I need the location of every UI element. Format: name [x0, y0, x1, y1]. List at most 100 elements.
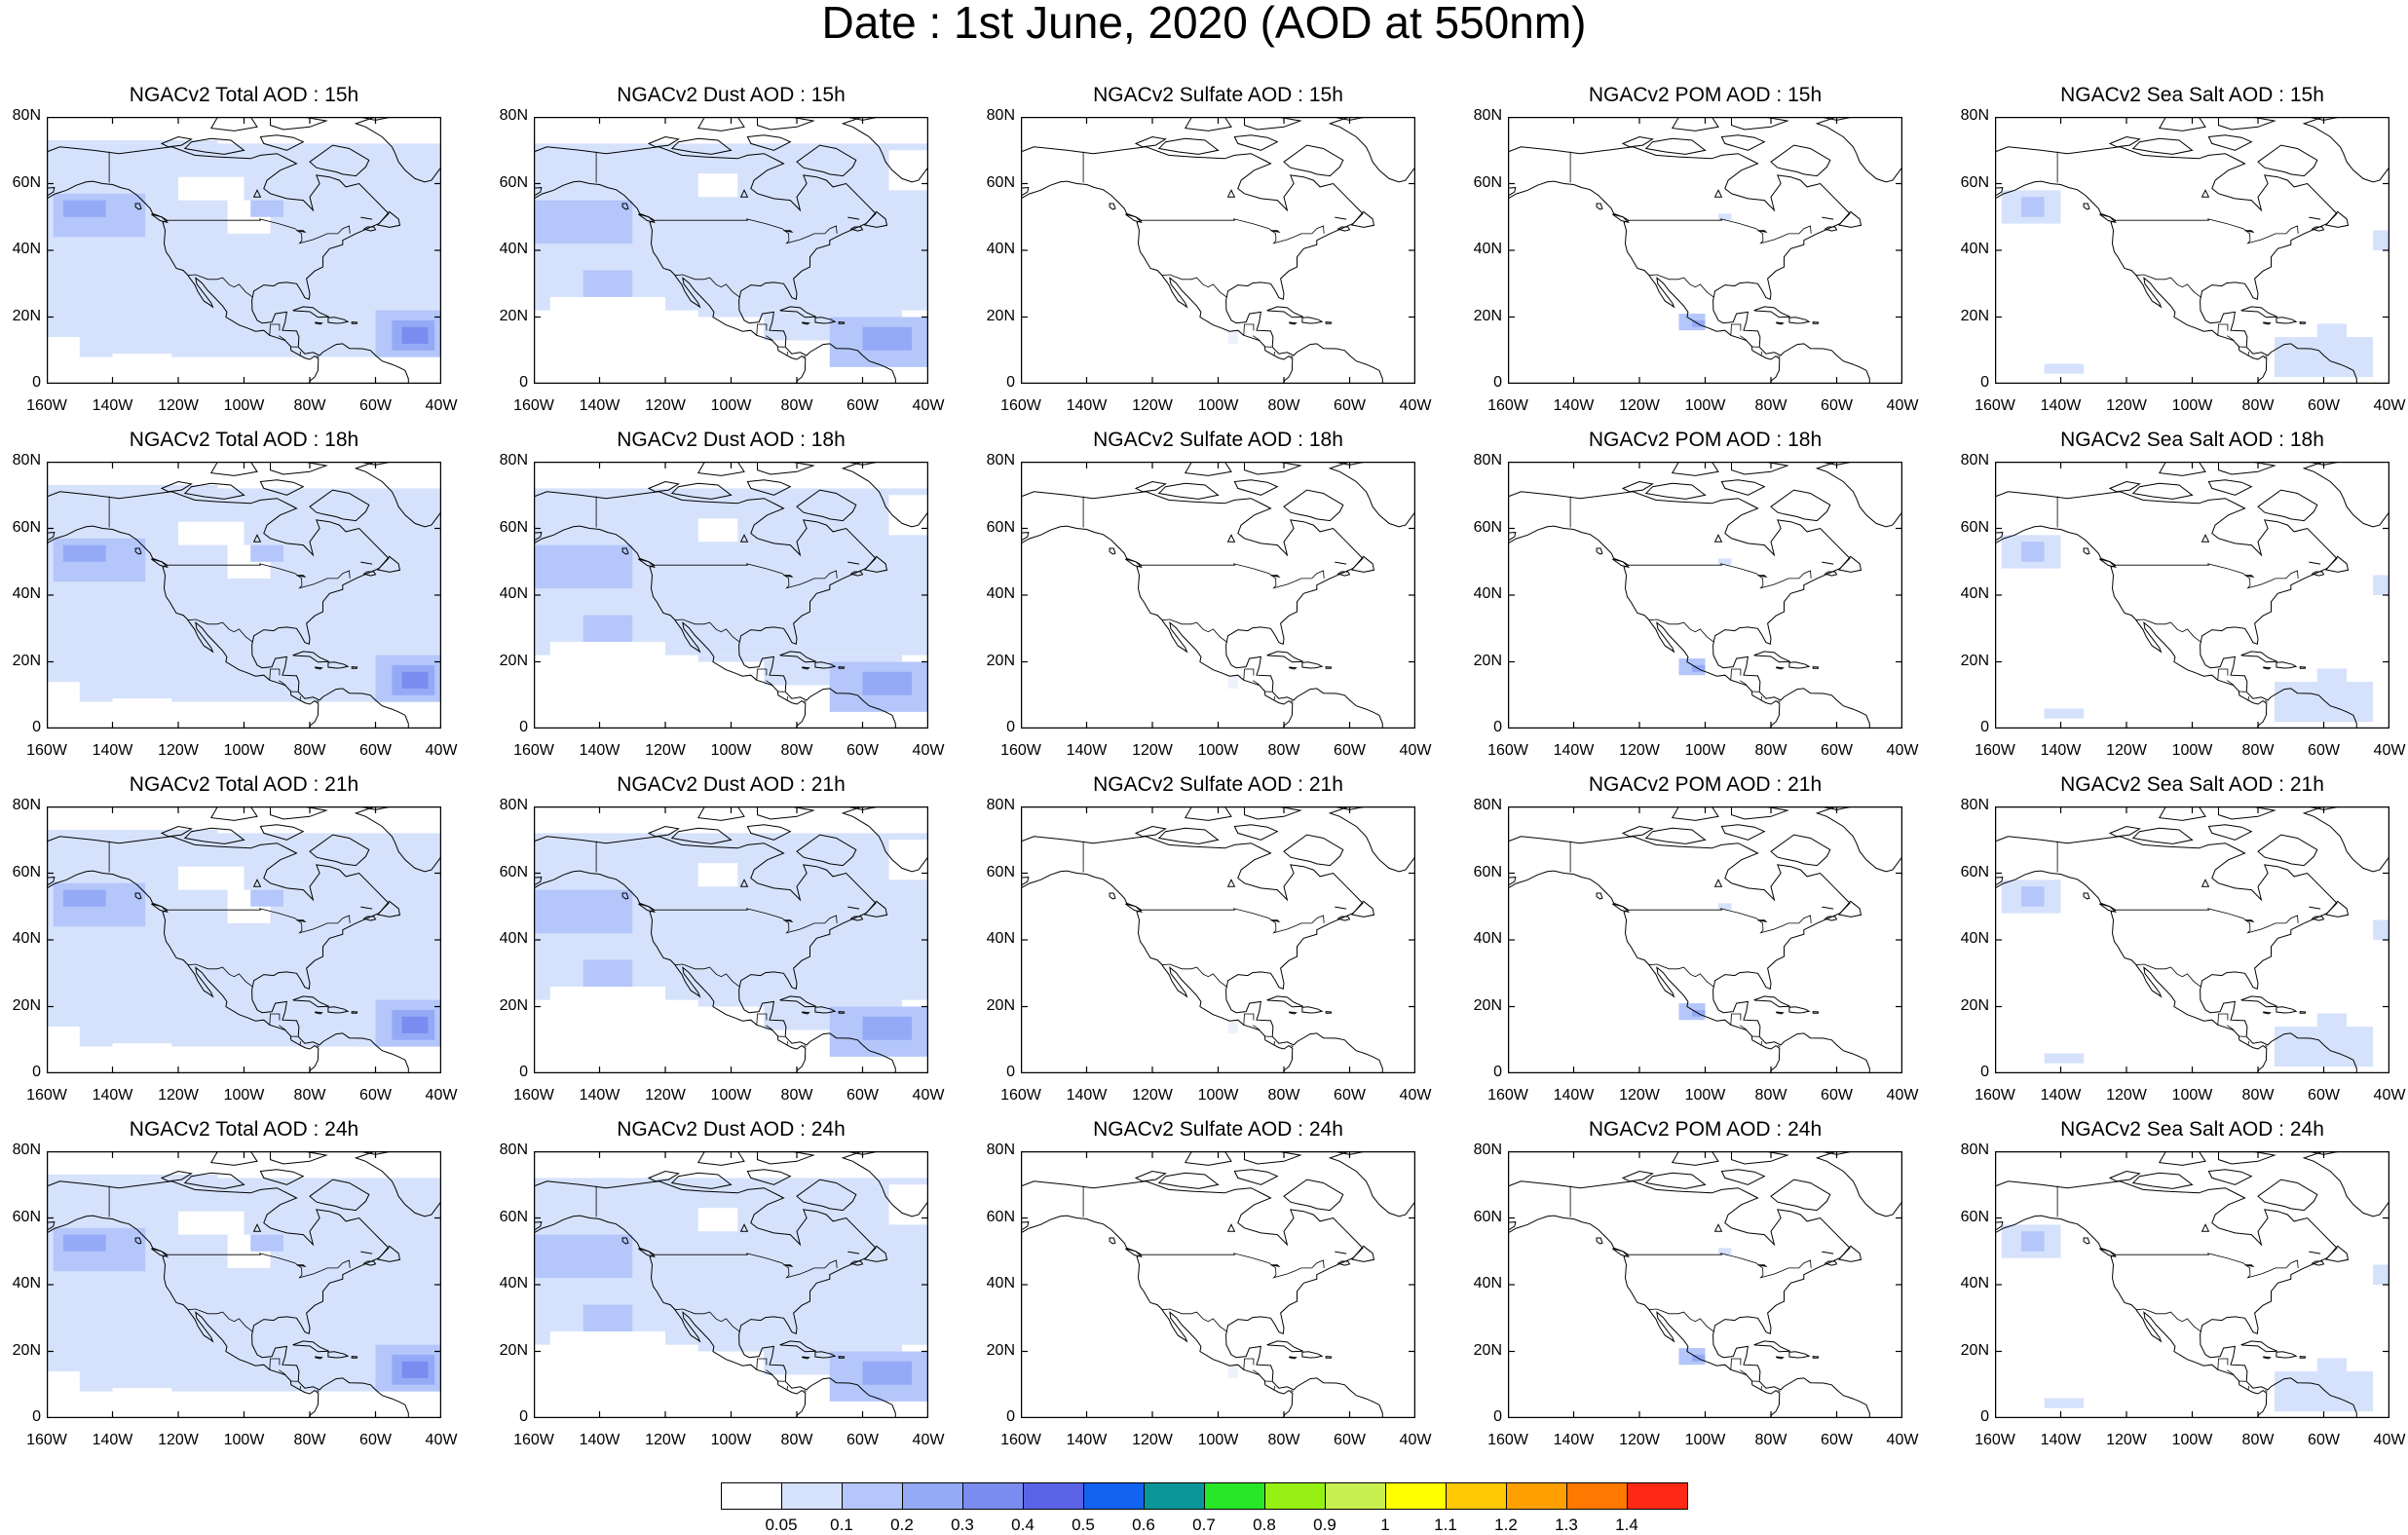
- aod-shade-cell: [889, 1184, 929, 1224]
- aod-shade-cell: [402, 1362, 429, 1378]
- island-outline: [1136, 827, 1165, 837]
- aod-shade-cell: [2373, 575, 2389, 595]
- lon-tick-label: 120W: [149, 742, 207, 760]
- lon-tick-label: 40W: [1386, 742, 1445, 760]
- lon-tick-label: 140W: [84, 397, 142, 415]
- aod-shade-cell: [1228, 675, 1238, 689]
- aod-shade-cell: [534, 318, 764, 385]
- island-outline: [2202, 880, 2209, 886]
- aod-shade-cell: [583, 960, 633, 987]
- lat-tick-label: 80N: [0, 1142, 41, 1159]
- lon-tick-label: 60W: [834, 1432, 892, 1449]
- island-outline: [1110, 204, 1115, 209]
- aod-shade-cell: [1228, 330, 1238, 344]
- lon-tick-label: 100W: [2163, 397, 2222, 415]
- aod-shade-cell: [2275, 1371, 2373, 1411]
- plot-frame: [1509, 463, 1902, 729]
- lat-tick-label: 80N: [0, 452, 41, 469]
- lon-tick-label: 140W: [1058, 397, 1116, 415]
- country-border: [2117, 219, 2298, 243]
- island-outline: [1245, 117, 1300, 130]
- panel-title: NGACv2 Dust AOD : 24h: [534, 1118, 928, 1142]
- lon-tick-label: 60W: [2295, 742, 2353, 760]
- lon-tick-label: 100W: [1676, 742, 1735, 760]
- island-outline: [2160, 806, 2205, 820]
- colorbar-swatch: [1627, 1482, 1688, 1510]
- island-outline: [2241, 1341, 2277, 1352]
- aod-shade-cell: [2021, 197, 2045, 217]
- coastline: [1995, 1181, 2356, 1418]
- coastline: [1021, 1181, 1382, 1418]
- aod-shade-cell: [698, 173, 738, 197]
- lat-tick-label: 40N: [485, 585, 528, 603]
- island-outline: [1822, 562, 1833, 564]
- lon-tick-label: 60W: [347, 397, 405, 415]
- lat-tick-label: 40N: [972, 930, 1015, 948]
- colorbar-label: 0.05: [757, 1516, 806, 1535]
- island-outline: [2276, 1007, 2296, 1013]
- island-outline: [1646, 138, 1706, 154]
- island-outline: [2110, 1172, 2139, 1181]
- island-outline: [1623, 482, 1652, 492]
- aod-shading: [47, 830, 441, 1073]
- island-outline: [1245, 462, 1300, 474]
- lon-tick-label: 160W: [18, 742, 76, 760]
- aod-shade-cell: [550, 1331, 665, 1352]
- lat-tick-label: 60N: [0, 864, 41, 881]
- island-outline: [1813, 1357, 1818, 1359]
- lon-tick-label: 100W: [1189, 397, 1248, 415]
- island-outline: [1159, 828, 1219, 843]
- island-outline: [1754, 1341, 1790, 1352]
- panel-title: NGACv2 Sea Salt AOD : 15h: [1995, 84, 2389, 107]
- country-border: [1630, 1254, 1811, 1278]
- lon-tick-label: 60W: [834, 397, 892, 415]
- lon-tick-label: 60W: [834, 742, 892, 760]
- island-outline: [211, 806, 257, 820]
- panel-title: NGACv2 Sea Salt AOD : 24h: [1995, 1118, 2389, 1142]
- island-outline: [1789, 318, 1809, 323]
- island-outline: [1789, 662, 1809, 668]
- lat-tick-label: 60N: [0, 519, 41, 537]
- lat-tick-label: 80N: [1946, 797, 1989, 814]
- island-outline: [2110, 482, 2139, 492]
- island-outline: [1159, 1173, 1219, 1188]
- colorbar-label: 0.8: [1240, 1516, 1289, 1535]
- island-outline: [2241, 307, 2277, 318]
- island-outline: [1245, 806, 1300, 819]
- island-outline: [1715, 880, 1722, 886]
- aod-shade-cell: [63, 890, 106, 907]
- island-outline: [1185, 462, 1231, 475]
- island-outline: [1817, 1151, 1902, 1217]
- lon-tick-label: 40W: [1386, 1432, 1445, 1449]
- aod-shade-cell: [47, 682, 80, 729]
- lon-tick-label: 80W: [2229, 742, 2287, 760]
- lon-tick-label: 160W: [505, 1432, 563, 1449]
- island-outline: [1673, 806, 1718, 820]
- country-border: [1778, 700, 1780, 702]
- lat-tick-label: 0: [0, 1408, 41, 1426]
- lon-tick-label: 160W: [1966, 1432, 2024, 1449]
- lon-tick-label: 120W: [1610, 397, 1669, 415]
- aod-shade-cell: [583, 1305, 633, 1331]
- lat-tick-label: 20N: [972, 308, 1015, 325]
- lon-tick-label: 40W: [412, 1087, 470, 1104]
- aod-shade-cell: [250, 201, 283, 217]
- island-outline: [1597, 204, 1602, 209]
- lat-tick-label: 40N: [485, 241, 528, 258]
- lon-tick-label: 140W: [1058, 1087, 1116, 1104]
- island-outline: [1822, 1252, 1833, 1254]
- lon-tick-label: 80W: [281, 742, 339, 760]
- map-plot: [47, 1151, 441, 1418]
- island-outline: [1284, 835, 1343, 866]
- lat-tick-label: 40N: [972, 585, 1015, 603]
- country-border: [1649, 1309, 1714, 1331]
- lon-tick-label: 40W: [899, 397, 958, 415]
- lon-tick-label: 160W: [505, 1087, 563, 1104]
- lat-tick-label: 80N: [972, 797, 1015, 814]
- aod-shade-cell: [2373, 1264, 2389, 1285]
- country-border: [2136, 1309, 2201, 1331]
